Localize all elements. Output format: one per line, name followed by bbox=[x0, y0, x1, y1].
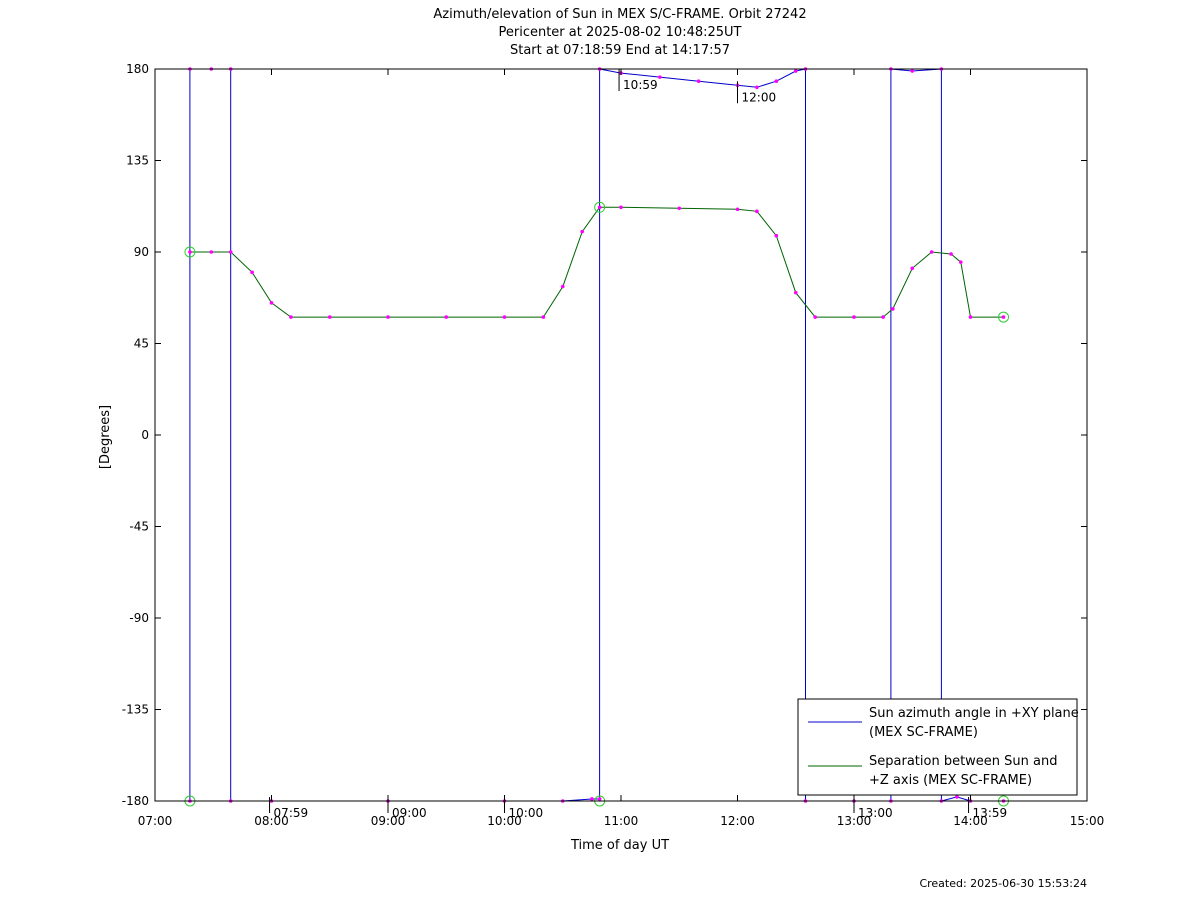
data-point bbox=[696, 79, 701, 83]
data-point bbox=[619, 205, 623, 210]
data-point bbox=[955, 795, 959, 799]
x-tick-label: 10:00 bbox=[487, 814, 522, 828]
event-marker bbox=[184, 246, 196, 258]
y-axis: 180 135 90 45 0 -45 -90 -135 -180 bbox=[122, 62, 1087, 808]
x-tick-label: 09:00 bbox=[371, 814, 406, 828]
data-point bbox=[793, 69, 798, 73]
data-point bbox=[852, 315, 856, 319]
annotation-label: 10:00 bbox=[509, 806, 544, 820]
data-point bbox=[560, 284, 565, 289]
data-point bbox=[658, 75, 662, 79]
y-axis-label: [Degrees] bbox=[98, 405, 113, 469]
annotation-label: 07:59 bbox=[274, 806, 309, 820]
data-point bbox=[590, 797, 594, 801]
data-point bbox=[891, 307, 895, 311]
data-point bbox=[929, 250, 934, 254]
annotation-label: 13:00 bbox=[858, 806, 893, 820]
data-point bbox=[958, 260, 963, 264]
y-tick-label: 45 bbox=[134, 337, 149, 351]
data-point bbox=[209, 250, 214, 254]
data-point bbox=[580, 229, 584, 234]
x-tick-label: 07:00 bbox=[138, 814, 173, 828]
data-point bbox=[597, 797, 602, 801]
data-point bbox=[327, 315, 332, 319]
chart-title-line-3: Start at 07:18:59 End at 14:17:57 bbox=[510, 43, 730, 58]
data-point bbox=[250, 270, 254, 275]
x-tick-label: 14:00 bbox=[953, 814, 988, 828]
data-point bbox=[755, 85, 759, 90]
data-point bbox=[386, 315, 390, 319]
data-point bbox=[228, 250, 233, 254]
data-point bbox=[793, 290, 798, 295]
annotation-label: 10:59 bbox=[623, 78, 658, 92]
legend-label-azimuth: Sun azimuth angle in +XY plane (MEX SC-FR… bbox=[869, 706, 1079, 740]
data-point bbox=[813, 315, 817, 319]
annotation-label: 13:59 bbox=[973, 806, 1008, 820]
chart-title-line-2: Pericenter at 2025-08-02 10:48:25UT bbox=[498, 25, 741, 40]
marker-layer bbox=[184, 67, 1010, 807]
data-point bbox=[968, 315, 973, 319]
data-point bbox=[289, 315, 293, 319]
series-line-0 bbox=[189, 69, 1004, 801]
legend: Sun azimuth angle in +XY plane (MEX SC-FR… bbox=[797, 698, 1079, 796]
legend-label-separation: Separation between Sun and +Z axis (MEX S… bbox=[869, 754, 1057, 788]
legend-box bbox=[797, 698, 1078, 796]
data-point bbox=[1001, 315, 1006, 319]
data-point bbox=[881, 315, 885, 319]
annotation-label: 12:00 bbox=[742, 90, 777, 104]
data-point bbox=[735, 207, 740, 212]
series-line-1 bbox=[189, 206, 1004, 318]
data-point bbox=[677, 206, 682, 211]
data-point bbox=[949, 252, 953, 256]
data-point bbox=[541, 315, 546, 319]
data-point bbox=[188, 250, 192, 254]
x-tick-label: 15:00 bbox=[1070, 814, 1105, 828]
data-point bbox=[502, 315, 507, 319]
y-tick-label: -90 bbox=[129, 611, 149, 625]
data-point bbox=[755, 209, 759, 214]
y-tick-label: 180 bbox=[126, 62, 149, 76]
x-axis: 07:00 08:00 09:00 10:00 11:00 12:00 13:00 14:00… bbox=[138, 69, 1105, 828]
created-timestamp: Created: 2025-06-30 15:53:24 bbox=[919, 877, 1087, 890]
series-layer bbox=[189, 69, 1004, 801]
x-tick-label: 13:00 bbox=[837, 814, 872, 828]
annotations: 10:59 12:00 07:59 09:00 10:00 13:00 13:59 bbox=[269, 69, 1008, 820]
plot-frame bbox=[154, 68, 1088, 802]
data-point bbox=[774, 79, 779, 83]
x-tick-label: 12:00 bbox=[720, 814, 755, 828]
y-tick-label: 90 bbox=[134, 245, 149, 259]
y-tick-label: -135 bbox=[122, 703, 149, 717]
y-tick-label: -180 bbox=[122, 794, 149, 808]
x-tick-label: 08:00 bbox=[254, 814, 289, 828]
chart-title-line-1: Azimuth/elevation of Sun in MEX S/C-FRAM… bbox=[433, 7, 806, 22]
event-marker bbox=[594, 201, 606, 213]
y-tick-label: -45 bbox=[129, 520, 149, 534]
data-point bbox=[774, 233, 779, 238]
data-point bbox=[597, 205, 602, 210]
data-point bbox=[910, 69, 915, 73]
data-point bbox=[910, 266, 915, 271]
y-tick-label: 0 bbox=[141, 428, 149, 442]
x-axis-label: Time of day UT bbox=[570, 838, 669, 853]
y-tick-label: 135 bbox=[126, 154, 149, 168]
x-tick-label: 11:00 bbox=[604, 814, 639, 828]
data-point bbox=[444, 315, 449, 319]
data-point bbox=[269, 301, 274, 305]
annotation-label: 09:00 bbox=[392, 806, 427, 820]
event-marker bbox=[998, 311, 1010, 323]
